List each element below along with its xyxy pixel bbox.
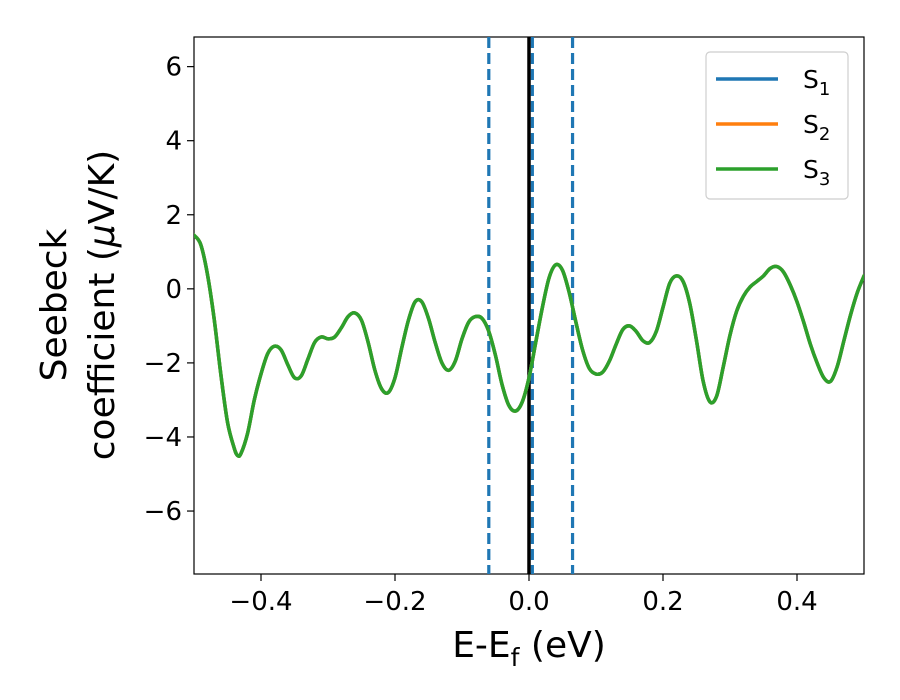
- y-tick-label: 0: [165, 275, 182, 305]
- legend-label: S1: [803, 65, 830, 100]
- legend-label: S3: [803, 155, 830, 190]
- x-axis-title: E-Ef (eV): [452, 625, 606, 672]
- y-tick-label: −4: [144, 423, 182, 453]
- reference-lines: [487, 37, 575, 574]
- x-tick-label: 0.0: [508, 587, 549, 617]
- series-line-s3: [194, 233, 864, 459]
- x-tick-label: 0.2: [642, 587, 683, 617]
- y-tick-label: 2: [165, 201, 182, 231]
- series-lines: [194, 233, 864, 459]
- y-tick-label: 6: [165, 53, 182, 83]
- y-tick-label: −2: [144, 349, 182, 379]
- legend: S1 S2 S3: [705, 51, 849, 200]
- y-tick-label: 4: [165, 127, 182, 157]
- y-tick-label: −6: [144, 497, 182, 527]
- legend-label: S2: [803, 110, 830, 145]
- y-axis-ticks: 6 4 2 0 −2 −4 −6: [144, 53, 194, 527]
- x-axis-ticks: −0.4 −0.2 0.0 0.2 0.4: [229, 574, 818, 617]
- y-axis-title-line2: coefficient (μV/K): [82, 150, 123, 460]
- y-axis-title: Seebeck coefficient (μV/K): [34, 150, 123, 460]
- x-tick-label: 0.4: [776, 587, 817, 617]
- y-axis-title-line1: Seebeck: [34, 228, 75, 381]
- x-tick-label: −0.4: [229, 587, 292, 617]
- x-tick-label: −0.2: [363, 587, 426, 617]
